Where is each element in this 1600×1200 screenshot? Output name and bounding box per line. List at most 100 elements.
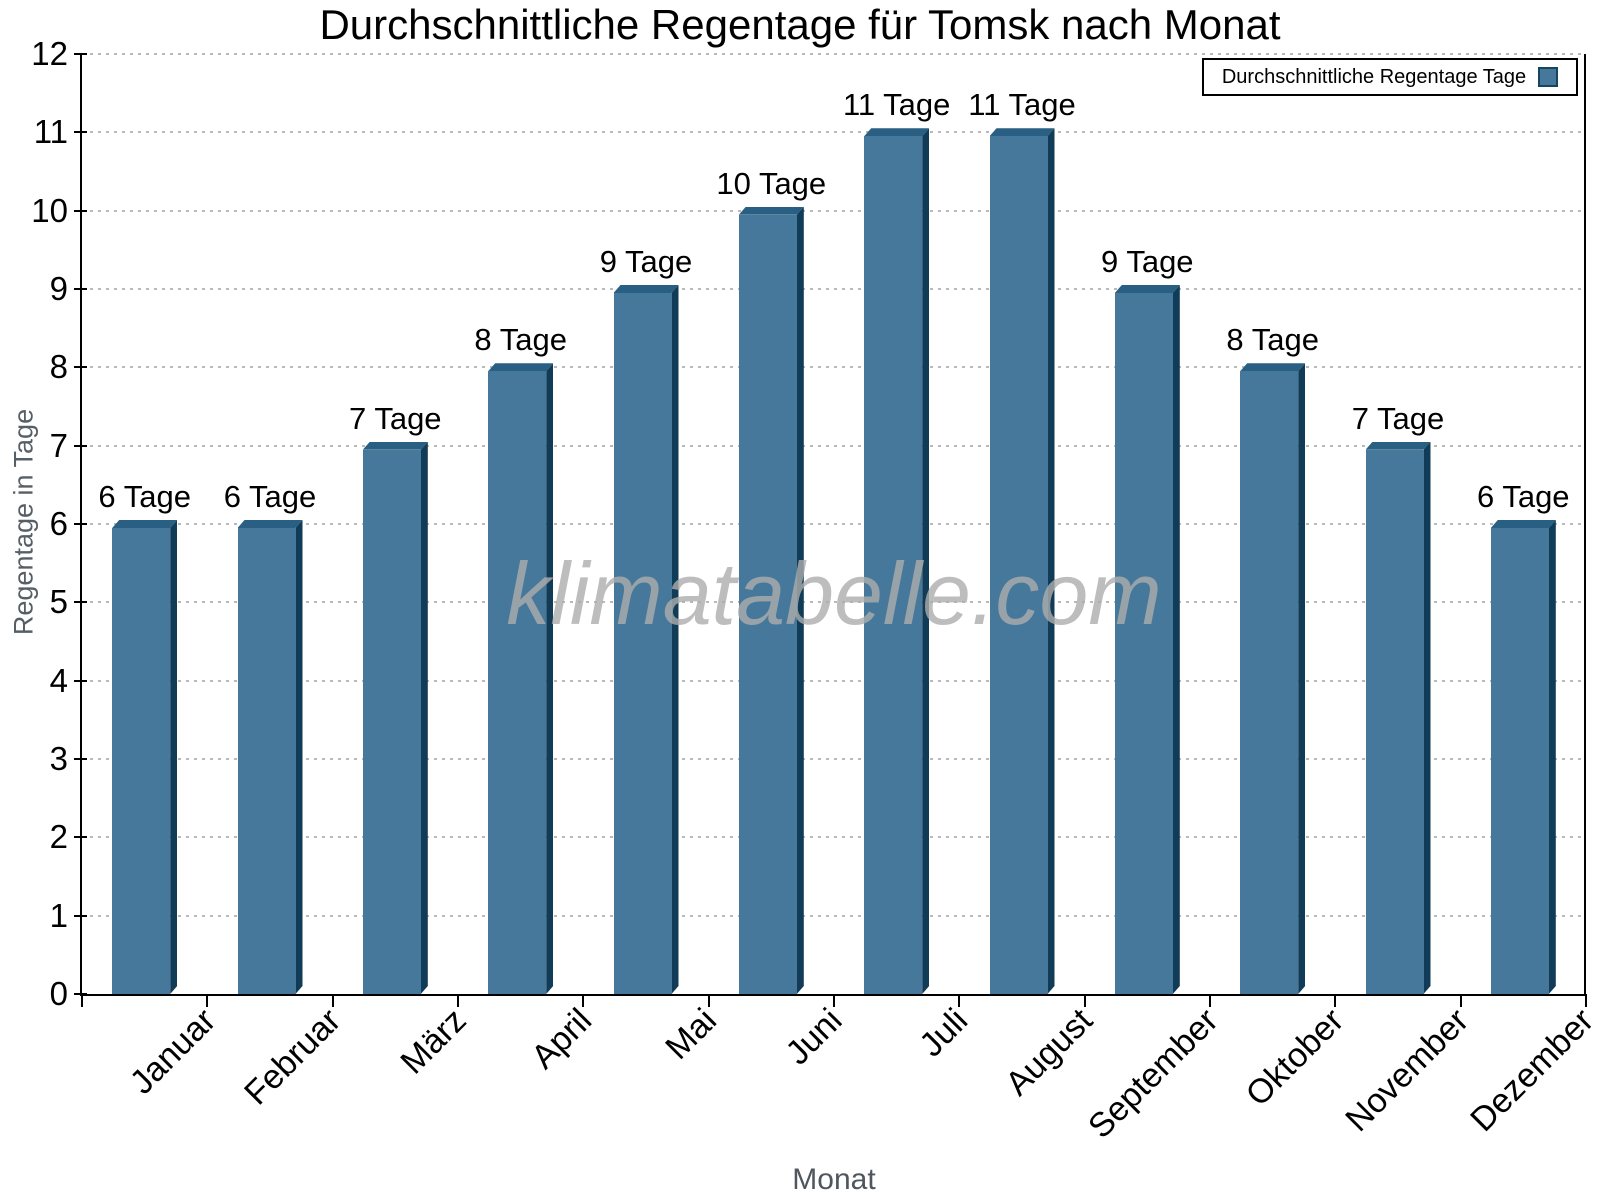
y-axis-line: [80, 54, 82, 996]
bar-top-face: [1240, 363, 1305, 371]
y-axis-tick: [74, 914, 87, 917]
y-tick-label: 5: [49, 583, 68, 621]
gridline: [82, 53, 1586, 55]
x-axis-tick: [1083, 994, 1086, 1007]
bar: [1365, 442, 1431, 994]
y-axis-tick: [74, 131, 87, 134]
y-axis-tick: [74, 523, 87, 525]
legend-label: Durchschnittliche Regentage Tage: [1221, 65, 1527, 88]
bar-front-face: [237, 528, 296, 994]
bar-top-face: [990, 128, 1055, 136]
bar-front-face: [488, 371, 547, 994]
bar-value-label: 8 Tage: [474, 322, 567, 358]
bar-value-label: 7 Tage: [1351, 400, 1445, 436]
y-tick-label: 4: [49, 661, 68, 699]
bar-front-face: [1240, 371, 1299, 994]
bar-value-label: 6 Tage: [98, 479, 191, 514]
legend: Durchschnittliche Regentage Tage: [1202, 58, 1578, 96]
bars-layer: [82, 54, 1586, 994]
gridlines-layer: [82, 53, 1586, 994]
bar-top-face: [739, 207, 804, 215]
bar-side-face: [1549, 520, 1556, 994]
bar-front-face: [613, 293, 672, 994]
bar-side-face: [1048, 128, 1055, 994]
x-tick-label: März: [393, 1001, 474, 1082]
x-axis-tick: [1334, 994, 1337, 1007]
bar-top-face: [1491, 520, 1556, 528]
x-axis-tick: [582, 994, 585, 1007]
x-axis-title: Monat: [792, 1163, 876, 1196]
y-axis-tick: [74, 679, 87, 682]
bar: [362, 442, 428, 994]
bar: [1240, 363, 1305, 994]
x-tick-label: September: [1080, 1001, 1226, 1146]
bar-value-label: 6 Tage: [223, 479, 317, 514]
x-axis-tick: [1585, 994, 1587, 1007]
gridline: [82, 209, 1586, 212]
y-axis-tick: [74, 993, 87, 995]
gridline: [82, 523, 1586, 525]
bar-side-face: [1424, 442, 1431, 994]
y-tick-label: 12: [31, 35, 68, 72]
bar-side-face: [170, 520, 177, 994]
bar-side-face: [421, 442, 428, 994]
gridline: [82, 679, 1586, 682]
x-axis-tick: [1459, 994, 1462, 1007]
y-axis-tick: [74, 836, 87, 839]
bar-side-face: [797, 207, 804, 994]
y-tick-label: 11: [33, 113, 68, 151]
y-axis-tick: [74, 53, 87, 55]
chart-title: Durchschnittliche Regentage für Tomsk na…: [319, 1, 1281, 48]
bar-side-face: [672, 285, 679, 994]
bar-front-face: [1114, 293, 1173, 994]
x-axis-tick: [833, 994, 835, 1007]
bar-value-label: 8 Tage: [1226, 322, 1319, 358]
bar-top-face: [1115, 285, 1180, 293]
y-tick-label: 6: [49, 505, 68, 542]
gridline: [82, 288, 1586, 290]
bar-top-face: [614, 285, 679, 293]
bar: [613, 285, 679, 994]
bar: [1114, 285, 1180, 994]
x-tick-label: Januar: [122, 1001, 223, 1102]
y-axis-tick: [74, 601, 87, 604]
bar-front-face: [362, 449, 421, 994]
y-tick-label: 7: [49, 426, 68, 464]
x-tick-label: Mai: [658, 1001, 725, 1067]
gridline: [82, 131, 1586, 134]
bar-front-face: [864, 136, 923, 994]
y-axis-tick: [74, 444, 87, 447]
bar-top-face: [1366, 442, 1431, 450]
y-axis-tick: [74, 288, 87, 290]
y-tick-label: 9: [49, 270, 68, 307]
bar-top-face: [238, 520, 303, 528]
x-tick-label: August: [998, 1001, 1101, 1104]
gridline: [82, 914, 1586, 917]
bar: [738, 207, 804, 994]
plot-right-border: [1584, 54, 1586, 996]
legend-swatch: [1538, 67, 1559, 87]
x-tick-label: Oktober: [1238, 1001, 1351, 1114]
bar-value-label: 10 Tage: [716, 165, 827, 201]
bar: [237, 520, 303, 994]
y-tick-label: 10: [31, 191, 68, 229]
bar-side-face: [296, 520, 303, 994]
x-axis-tick: [707, 994, 710, 1007]
bar-front-face: [989, 136, 1048, 994]
bar-side-face: [922, 128, 929, 994]
bar-side-face: [546, 363, 553, 994]
bar: [1490, 520, 1556, 994]
y-tick-label: 1: [49, 896, 68, 934]
bar-top-face: [363, 442, 428, 450]
x-tick-label: April: [523, 1001, 599, 1077]
x-tick-label: Juli: [911, 1001, 975, 1065]
gridline: [82, 444, 1586, 447]
x-axis-tick: [331, 994, 334, 1007]
x-tick-label: Dezember: [1463, 1001, 1600, 1140]
x-tick-label: November: [1338, 1001, 1477, 1140]
bar-side-face: [1173, 285, 1180, 994]
bar-value-label: 9 Tage: [599, 244, 693, 279]
x-axis-tick: [1209, 994, 1211, 1007]
gridline: [82, 601, 1586, 604]
